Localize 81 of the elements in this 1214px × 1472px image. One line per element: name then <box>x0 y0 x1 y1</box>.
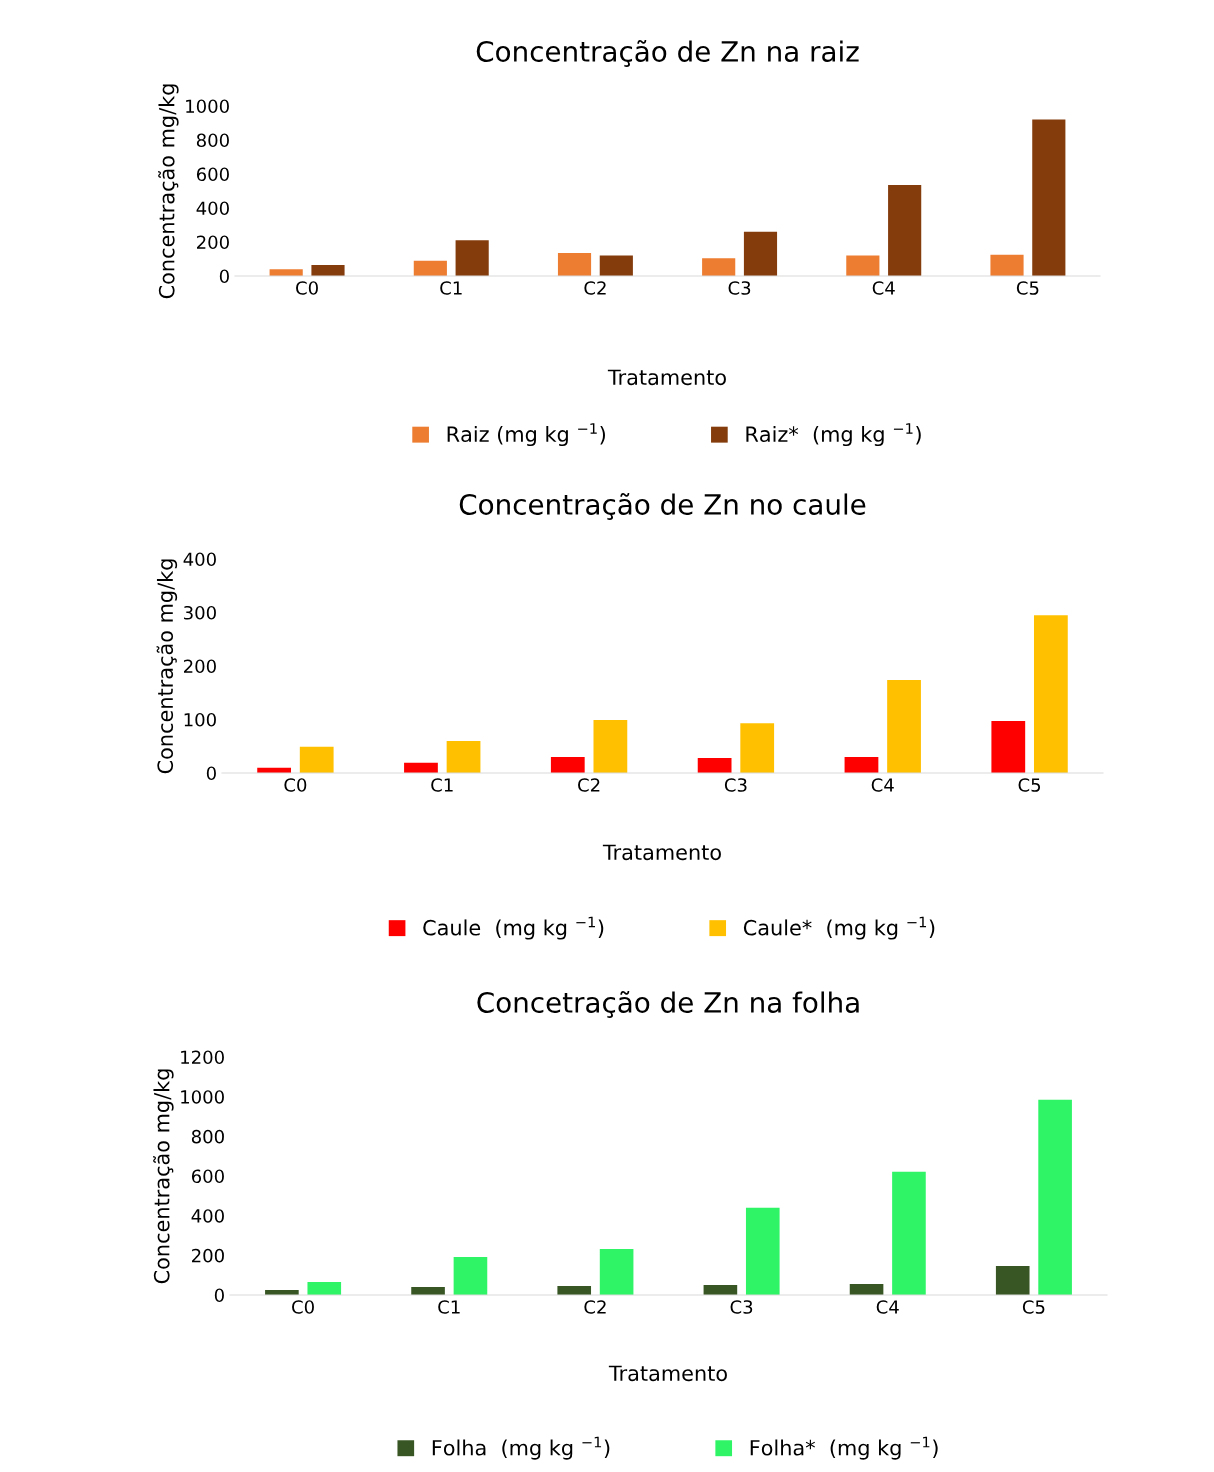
y-tick-label: 800 <box>196 133 229 148</box>
bar <box>1032 119 1066 276</box>
y-tick-label: 1000 <box>181 1090 224 1104</box>
y-tick-label: 600 <box>196 167 229 182</box>
y-tick-label: 800 <box>191 1129 224 1144</box>
y-tick-label: 300 <box>184 605 216 620</box>
bar <box>557 253 592 276</box>
x-tick-label: C4 <box>876 1300 899 1314</box>
x-tick-label: C0 <box>284 778 307 792</box>
x-tick-label: C1 <box>440 281 462 295</box>
x-axis-title: Tratamento <box>607 369 726 386</box>
y-tick-label: 200 <box>192 1248 224 1263</box>
y-tick-label: 200 <box>197 235 229 250</box>
bar <box>888 185 922 276</box>
y-tick-label: 400 <box>191 1209 224 1223</box>
x-tick-label: C3 <box>730 1300 753 1314</box>
bar <box>1033 615 1068 773</box>
bar <box>745 1207 780 1295</box>
bar <box>446 740 481 773</box>
y-tick-label: 400 <box>183 552 216 567</box>
y-axis-title: Concentração mg/kg <box>158 84 179 299</box>
bar <box>599 255 633 276</box>
x-tick-label: C3 <box>724 778 747 792</box>
bar <box>557 1286 592 1295</box>
y-axis-title: Concentração mg/kg <box>153 1069 174 1284</box>
x-tick-label: C1 <box>438 1300 460 1314</box>
legend-label: Folha* (mg kg $^{−1}$) <box>750 1436 938 1460</box>
x-axis-title: Tratamento <box>602 844 721 861</box>
bar <box>307 1282 342 1295</box>
x-tick-label: C2 <box>578 778 600 792</box>
legend-label: Raiz* (mg kg $^{−1}$) <box>746 423 921 447</box>
y-tick-label: 0 <box>214 1288 224 1303</box>
x-tick-label: C0 <box>296 281 318 295</box>
x-tick-label: C2 <box>584 1300 606 1314</box>
legend-label: Caule* (mg kg $^{−1}$) <box>743 916 935 940</box>
x-tick-label: C5 <box>1018 778 1041 792</box>
bar <box>702 258 736 276</box>
bar <box>299 746 334 773</box>
chart-title: Concentração de Zn na raiz <box>476 39 859 67</box>
bar <box>1038 1099 1072 1295</box>
bar <box>550 756 585 773</box>
bar <box>887 679 921 773</box>
x-axis-title: Tratamento <box>608 1365 727 1382</box>
y-tick-label: 0 <box>219 269 229 284</box>
bar <box>892 1171 926 1295</box>
legend-label: Folha (mg kg $^{−1}$) <box>432 1436 610 1460</box>
x-tick-label: C5 <box>1022 1300 1045 1314</box>
bar <box>995 1266 1030 1295</box>
bar <box>599 1248 634 1295</box>
bar <box>697 758 732 773</box>
chart-title: Concetração de Zn na folha <box>477 990 859 1018</box>
y-tick-label: 600 <box>191 1169 224 1184</box>
x-tick-label: C3 <box>728 281 751 295</box>
bar <box>990 254 1024 276</box>
x-tick-label: C4 <box>871 778 894 792</box>
bar <box>740 723 775 773</box>
y-tick-label: 1200 <box>181 1050 224 1065</box>
y-tick-label: 0 <box>206 766 216 781</box>
y-tick-label: 400 <box>196 201 229 216</box>
bar <box>846 255 880 276</box>
bar <box>593 720 628 773</box>
y-axis-title: Concentração mg/kg <box>156 559 178 774</box>
bar <box>453 1256 488 1295</box>
bar <box>844 756 879 773</box>
bar <box>849 1284 884 1295</box>
x-tick-label: C5 <box>1016 281 1039 295</box>
x-tick-label: C1 <box>431 778 453 792</box>
y-tick-label: 100 <box>184 712 216 727</box>
bar <box>743 231 778 276</box>
y-tick-label: 1000 <box>186 99 229 114</box>
bar <box>455 240 489 276</box>
x-tick-label: C4 <box>872 281 895 295</box>
bar <box>413 260 447 276</box>
bar <box>991 721 1026 773</box>
bar <box>311 264 345 276</box>
legend-label: Raiz (mg kg $^{−1}$) <box>447 423 605 447</box>
x-tick-label: C2 <box>584 281 606 295</box>
chart-title: Concentração de Zn no caule <box>459 492 866 520</box>
legend-label: Caule (mg kg $^{−1}$) <box>423 916 604 940</box>
x-tick-label: C0 <box>292 1300 314 1314</box>
y-tick-label: 200 <box>184 659 216 674</box>
